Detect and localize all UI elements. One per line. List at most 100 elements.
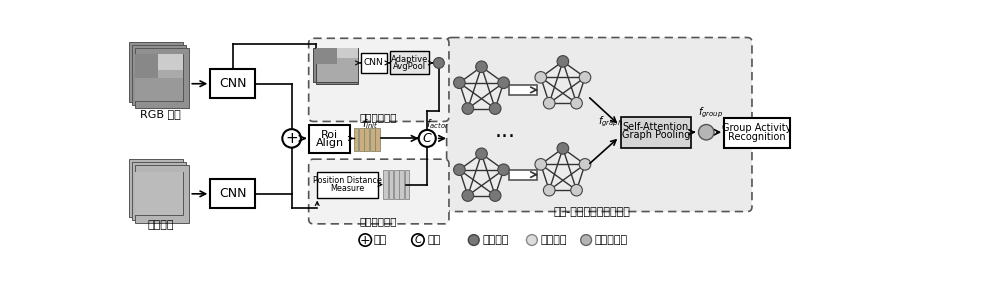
Text: Roi: Roi: [321, 129, 338, 139]
Circle shape: [543, 185, 555, 196]
Bar: [158, 55, 183, 70]
Circle shape: [462, 190, 474, 201]
Text: Measure: Measure: [330, 184, 365, 193]
Bar: [621, 117, 691, 148]
Circle shape: [498, 77, 509, 88]
Circle shape: [489, 103, 501, 114]
Circle shape: [581, 235, 592, 245]
Bar: [394, 170, 399, 199]
Circle shape: [419, 130, 436, 147]
Circle shape: [412, 234, 424, 246]
FancyBboxPatch shape: [447, 38, 752, 212]
Bar: [405, 170, 409, 199]
Circle shape: [571, 185, 582, 196]
Text: 场景探索模块: 场景探索模块: [360, 113, 397, 123]
Bar: [370, 128, 375, 151]
Bar: [390, 51, 429, 75]
Bar: [135, 55, 158, 77]
Circle shape: [579, 71, 591, 83]
Text: Graph Pooling: Graph Pooling: [622, 130, 690, 140]
FancyBboxPatch shape: [309, 159, 449, 224]
Bar: [509, 85, 537, 95]
Bar: [210, 179, 255, 208]
Circle shape: [454, 77, 465, 88]
Bar: [135, 77, 183, 101]
Text: +: +: [285, 131, 298, 146]
FancyBboxPatch shape: [309, 38, 449, 121]
Bar: [132, 162, 186, 220]
Text: 位置距离模块: 位置距离模块: [360, 216, 397, 226]
Bar: [135, 55, 183, 101]
Text: 光流图片: 光流图片: [147, 220, 174, 230]
Bar: [375, 128, 380, 151]
Circle shape: [526, 235, 537, 245]
Circle shape: [571, 97, 582, 109]
Circle shape: [468, 235, 479, 245]
Circle shape: [498, 164, 509, 176]
Text: $f_{actor}$: $f_{actor}$: [426, 118, 450, 131]
Circle shape: [282, 129, 301, 148]
Text: C: C: [423, 132, 432, 145]
Bar: [316, 48, 337, 65]
Text: C: C: [414, 235, 422, 245]
Text: Self-Attention: Self-Attention: [623, 122, 689, 132]
Text: $f_{graph}$: $f_{graph}$: [598, 114, 623, 129]
Text: ···: ···: [494, 127, 515, 147]
Bar: [135, 172, 183, 215]
Bar: [316, 48, 358, 82]
Bar: [359, 128, 364, 151]
Text: $f_{init}$: $f_{init}$: [362, 118, 378, 131]
Text: Position Distance: Position Distance: [313, 176, 382, 185]
Text: 群组级特征: 群组级特征: [595, 235, 628, 245]
Text: Adaptive: Adaptive: [391, 55, 428, 64]
Circle shape: [698, 125, 714, 140]
Text: Recognition: Recognition: [728, 132, 785, 142]
Bar: [132, 45, 186, 105]
Circle shape: [433, 57, 444, 68]
Text: Group Activity: Group Activity: [722, 123, 791, 133]
Circle shape: [557, 56, 569, 67]
Bar: [129, 159, 183, 217]
Text: $f_{group}$: $f_{group}$: [698, 106, 723, 120]
Text: CNN: CNN: [219, 77, 246, 90]
Bar: [354, 128, 358, 151]
Text: 级联: 级联: [427, 235, 440, 245]
Circle shape: [535, 71, 547, 83]
Bar: [135, 172, 183, 215]
Bar: [317, 172, 378, 198]
Circle shape: [579, 159, 591, 170]
Text: Align: Align: [316, 138, 344, 148]
Bar: [383, 170, 388, 199]
Text: CNN: CNN: [364, 59, 384, 67]
Circle shape: [543, 97, 555, 109]
Bar: [399, 170, 404, 199]
Circle shape: [462, 103, 474, 114]
Bar: [210, 69, 255, 98]
Text: AvgPool: AvgPool: [393, 62, 426, 71]
Bar: [129, 42, 183, 102]
Circle shape: [489, 190, 501, 201]
Text: CNN: CNN: [219, 187, 246, 200]
Circle shape: [476, 61, 487, 73]
Bar: [388, 170, 393, 199]
Bar: [316, 50, 358, 84]
Bar: [364, 128, 369, 151]
Bar: [135, 165, 189, 223]
Text: 局部-全局交互图推理模块: 局部-全局交互图推理模块: [553, 207, 630, 216]
Bar: [509, 170, 537, 180]
Circle shape: [535, 159, 547, 170]
Text: RGB 图片: RGB 图片: [140, 109, 181, 119]
Circle shape: [476, 148, 487, 160]
Circle shape: [557, 143, 569, 154]
Bar: [724, 118, 790, 148]
Text: +: +: [360, 234, 371, 247]
Bar: [313, 48, 355, 82]
Text: 场景节点: 场景节点: [482, 235, 509, 245]
Bar: [337, 48, 358, 58]
Bar: [309, 125, 350, 153]
Circle shape: [454, 164, 465, 176]
Text: 个体节点: 个体节点: [540, 235, 567, 245]
Bar: [135, 48, 189, 108]
Text: 相加: 相加: [374, 235, 387, 245]
Circle shape: [359, 234, 371, 246]
